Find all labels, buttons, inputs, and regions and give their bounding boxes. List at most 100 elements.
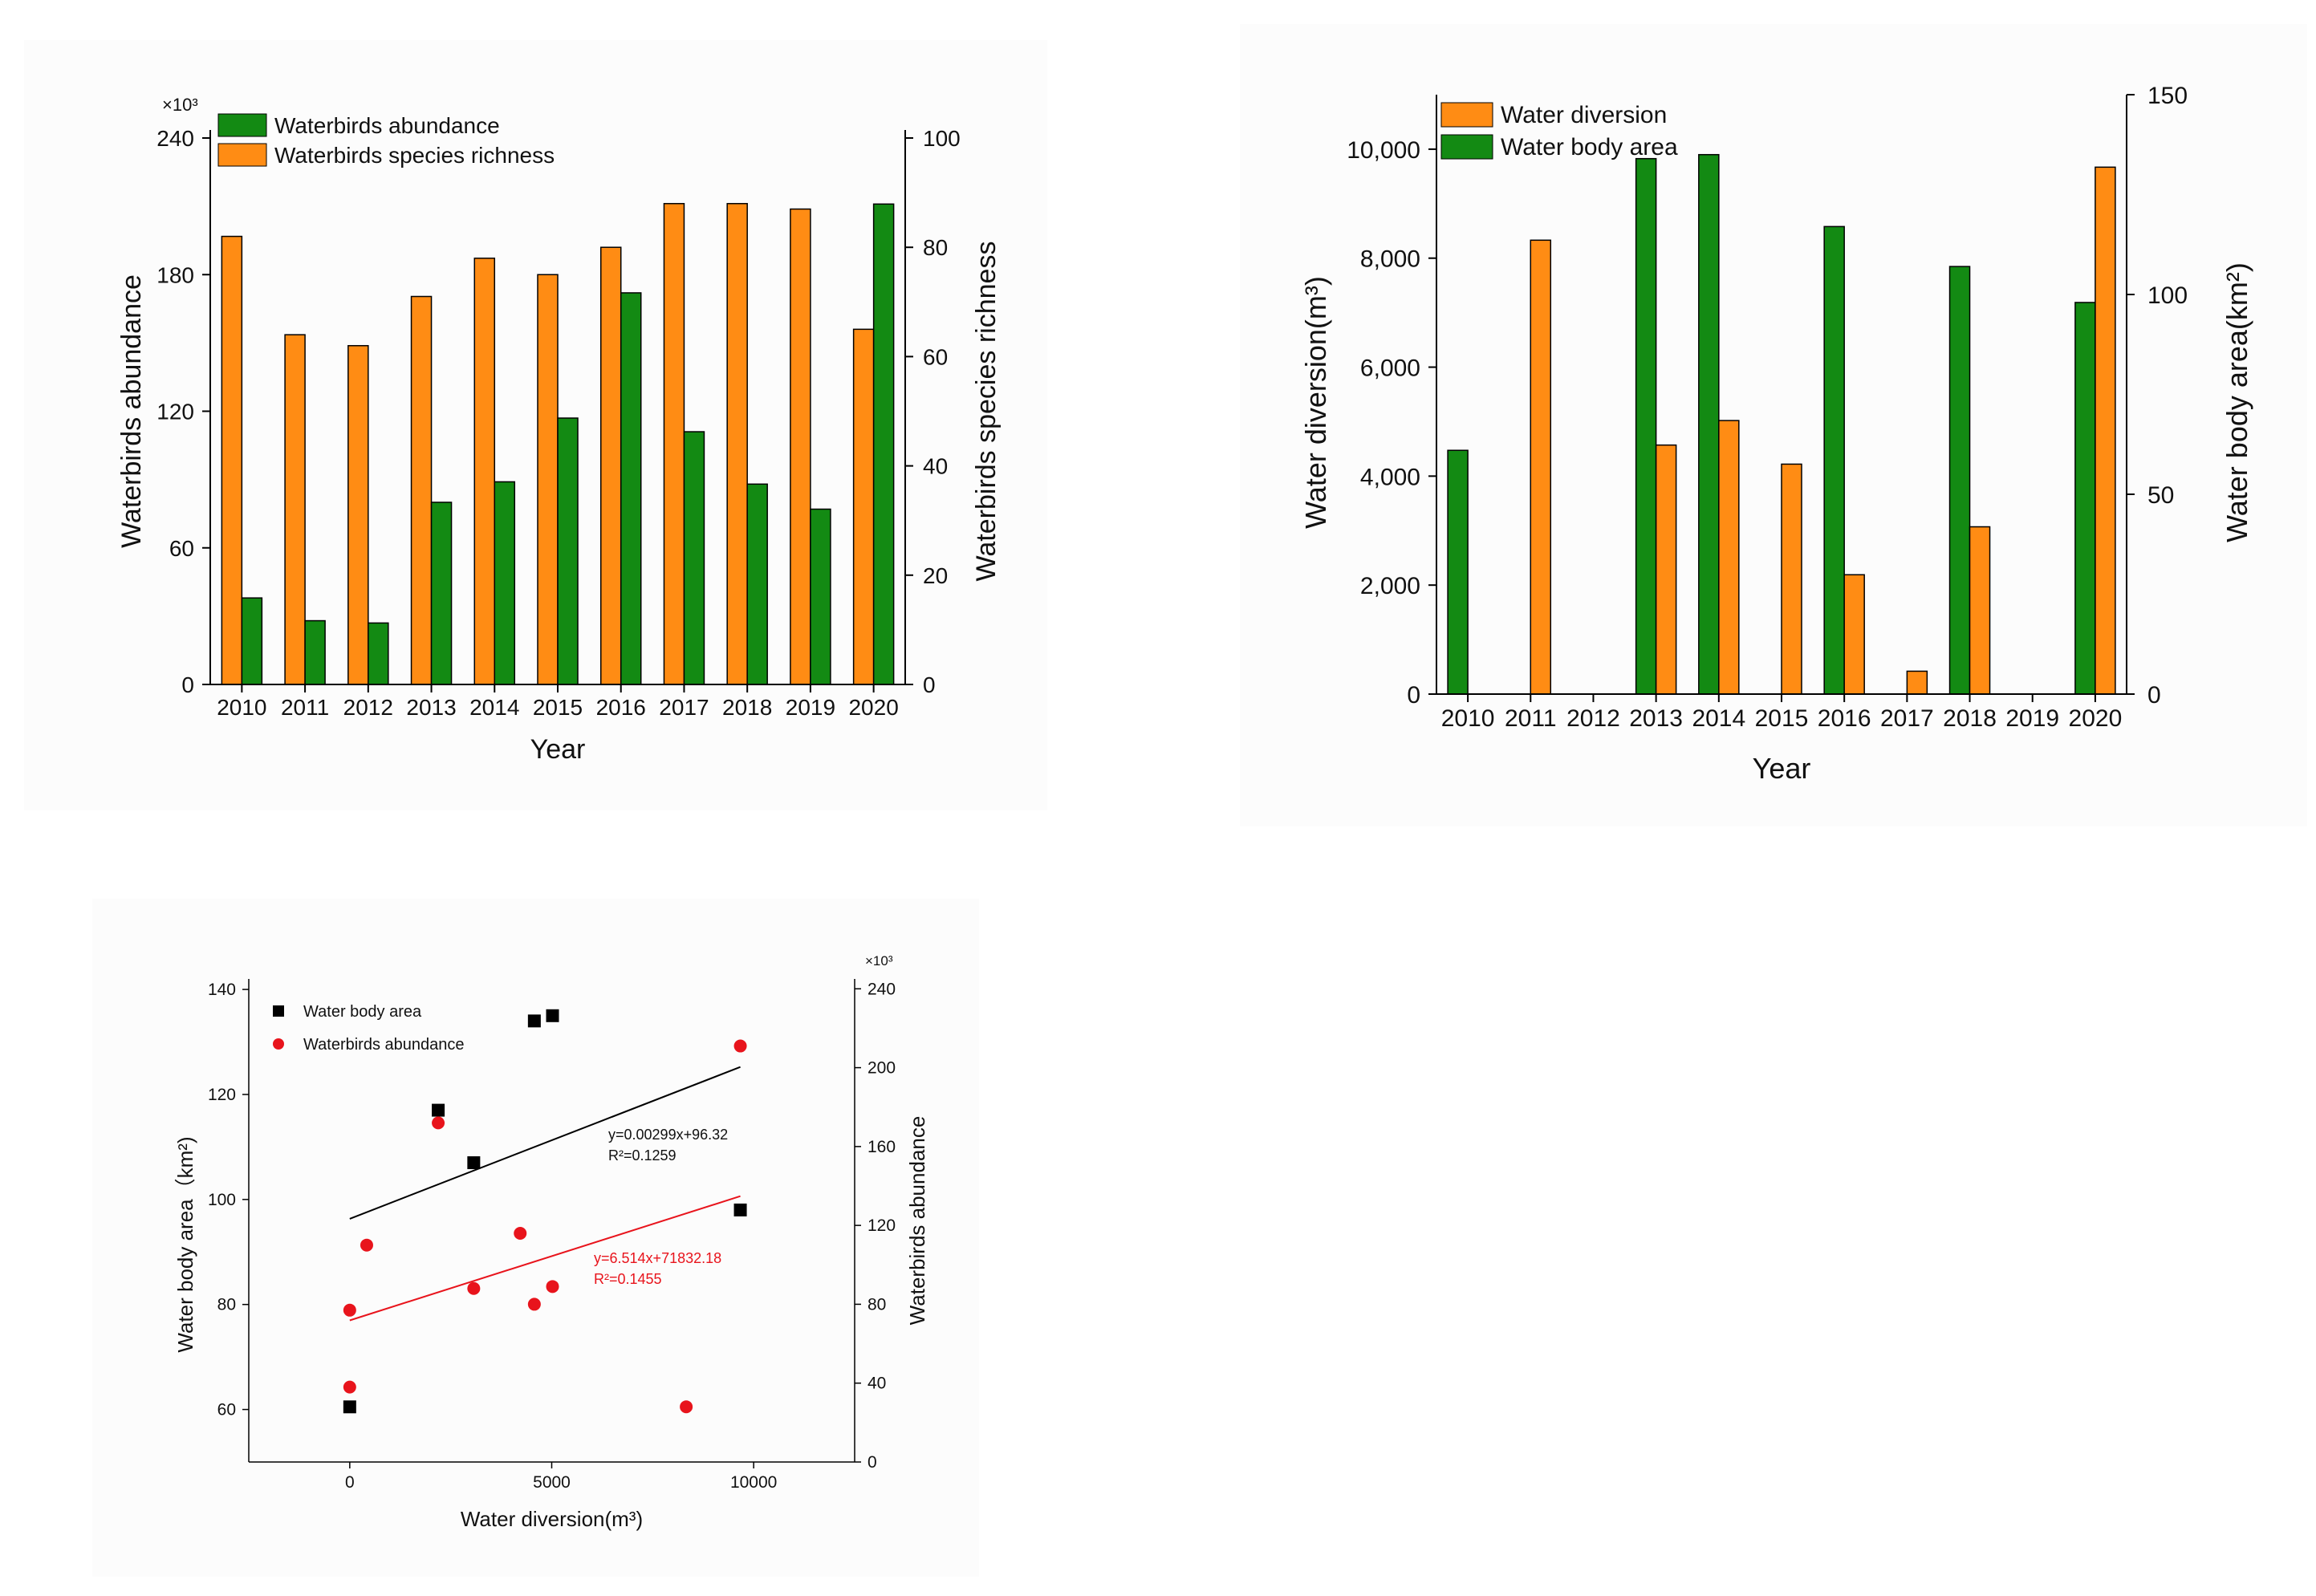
y-tick-label-left: 8,000 [1360,246,1420,273]
legend-marker-square [273,1005,284,1017]
y-axis-label-right: Water body area(km²) [2221,262,2253,542]
legend-label: Water diversion [1501,102,1667,128]
scatter-point-waterbirds-abundance [514,1226,527,1240]
y-tick-label-right: 120 [867,1216,896,1235]
y-tick-label-left: 6,000 [1360,355,1420,382]
scatter-point-water-body-area [733,1203,747,1216]
bar-abundance [368,622,389,685]
x-axis-label: Water diversion(m³) [461,1507,643,1531]
y-tick-label-right: 100 [2147,282,2188,309]
x-tick-label: 2012 [343,695,393,720]
x-axis-label: Year [530,734,586,765]
scatter-point-waterbirds-abundance [360,1238,373,1252]
x-tick-label: 2018 [1943,705,1997,732]
legend-swatch [1440,134,1493,160]
x-tick-label: 2013 [406,695,456,720]
regression-r2: R²=0.1259 [608,1147,677,1163]
x-tick-label: 5000 [533,1473,571,1492]
y-tick-label-left: 180 [156,262,194,287]
y-tick-label-right: 0 [923,672,936,697]
scatter-point-waterbirds-abundance [546,1280,559,1293]
bar-richness [284,334,306,685]
bar-water-diversion [1718,420,1740,695]
bar-water-body-area [1635,157,1657,695]
x-tick-label: 2017 [659,695,709,720]
scatter-point-waterbirds-abundance [343,1303,356,1317]
regression-line [349,1066,741,1220]
bar-abundance [557,417,579,685]
y-tick-label-right: 40 [867,1375,886,1393]
x-tick-label: 2014 [1692,705,1745,732]
scatter-point-waterbirds-abundance [680,1400,693,1414]
x-tick-label: 2010 [217,695,266,720]
regression-line [349,1195,741,1322]
y-tick-label-left: 0 [181,672,194,697]
y-tick-label-right: 200 [867,1059,896,1078]
scatter-point-waterbirds-abundance [527,1298,541,1311]
scatter-point-water-body-area [343,1400,356,1414]
legend-label: Water body area [1501,134,1678,160]
y-tick-label-left: 60 [217,1401,236,1419]
scatter-point-water-body-area [467,1156,481,1170]
y-tick-label-left: 100 [208,1191,236,1209]
bar-water-diversion [1843,574,1865,695]
legend-swatch [1440,102,1493,128]
y-tick-label-left: 80 [217,1296,236,1314]
y-axis-label-left: Water body area（km²) [173,1136,197,1352]
scatter-point-waterbirds-abundance [343,1380,356,1394]
y-tick-label-right: 80 [867,1295,886,1314]
y-tick-label-right: 0 [867,1453,877,1472]
y-tick-label-right: 0 [2147,682,2161,709]
x-tick-label: 2019 [786,695,835,720]
y-tick-label-left: 140 [208,981,236,999]
x-tick-label: 2011 [1505,705,1557,732]
x-tick-label: 2011 [281,695,329,720]
y-axis-label-left: Water diversion(m³) [1299,276,1332,529]
y-tick-label-left: 240 [156,126,194,151]
x-tick-label: 2016 [1818,705,1871,732]
bar-abundance [810,508,831,685]
bar-water-body-area [1948,266,1971,695]
y-axis-label-right: Waterbirds abundance [905,1116,929,1326]
x-tick-label: 2012 [1566,705,1620,732]
y-tick-label-right: 80 [923,235,948,260]
chart-panel-water [1240,24,2307,826]
y-tick-label-left: 120 [208,1086,236,1104]
bar-water-body-area [1823,225,1845,695]
bar-abundance [746,483,768,685]
y-tick-label-left: 4,000 [1360,464,1420,490]
bar-water-diversion [1781,463,1802,695]
y-tick-label-right: 240 [867,980,896,998]
x-tick-label: 2016 [596,695,646,720]
x-tick-label: 2015 [533,695,583,720]
chart-panel-scatter [92,899,979,1577]
bar-water-diversion [1530,239,1552,695]
x-tick-label: 10000 [730,1473,777,1492]
y-tick-label-left: 0 [1407,682,1420,709]
x-tick-label: 2017 [1880,705,1934,732]
x-tick-label: 2013 [1629,705,1683,732]
y-tick-label-left: 2,000 [1360,573,1420,599]
y-tick-label-right: 40 [923,454,948,479]
y-axis-label-left: Waterbirds abundance [116,274,147,548]
bar-abundance [494,481,516,685]
x-tick-label: 2019 [2005,705,2059,732]
scatter-point-waterbirds-abundance [467,1281,481,1295]
y-tick-label-left: 10,000 [1347,137,1420,164]
bar-abundance [872,203,895,685]
x-axis-label: Year [1753,752,1811,785]
y-tick-label-right: 20 [923,563,948,588]
y-tick-label-left: 120 [156,400,194,424]
y-axis-label-right: Waterbirds species richness [971,242,1002,582]
y-tick-label-left: 60 [169,536,194,561]
legend-label: Waterbirds abundance [303,1036,465,1054]
legend-label: Water body area [303,1003,422,1021]
bar-richness [473,258,496,685]
x-tick-label: 0 [345,1473,355,1492]
x-tick-label: 2020 [848,695,898,720]
x-tick-label: 2018 [722,695,772,720]
y-tick-label-right: 50 [2147,482,2174,509]
regression-equation: y=0.00299x+96.32 [608,1127,728,1143]
